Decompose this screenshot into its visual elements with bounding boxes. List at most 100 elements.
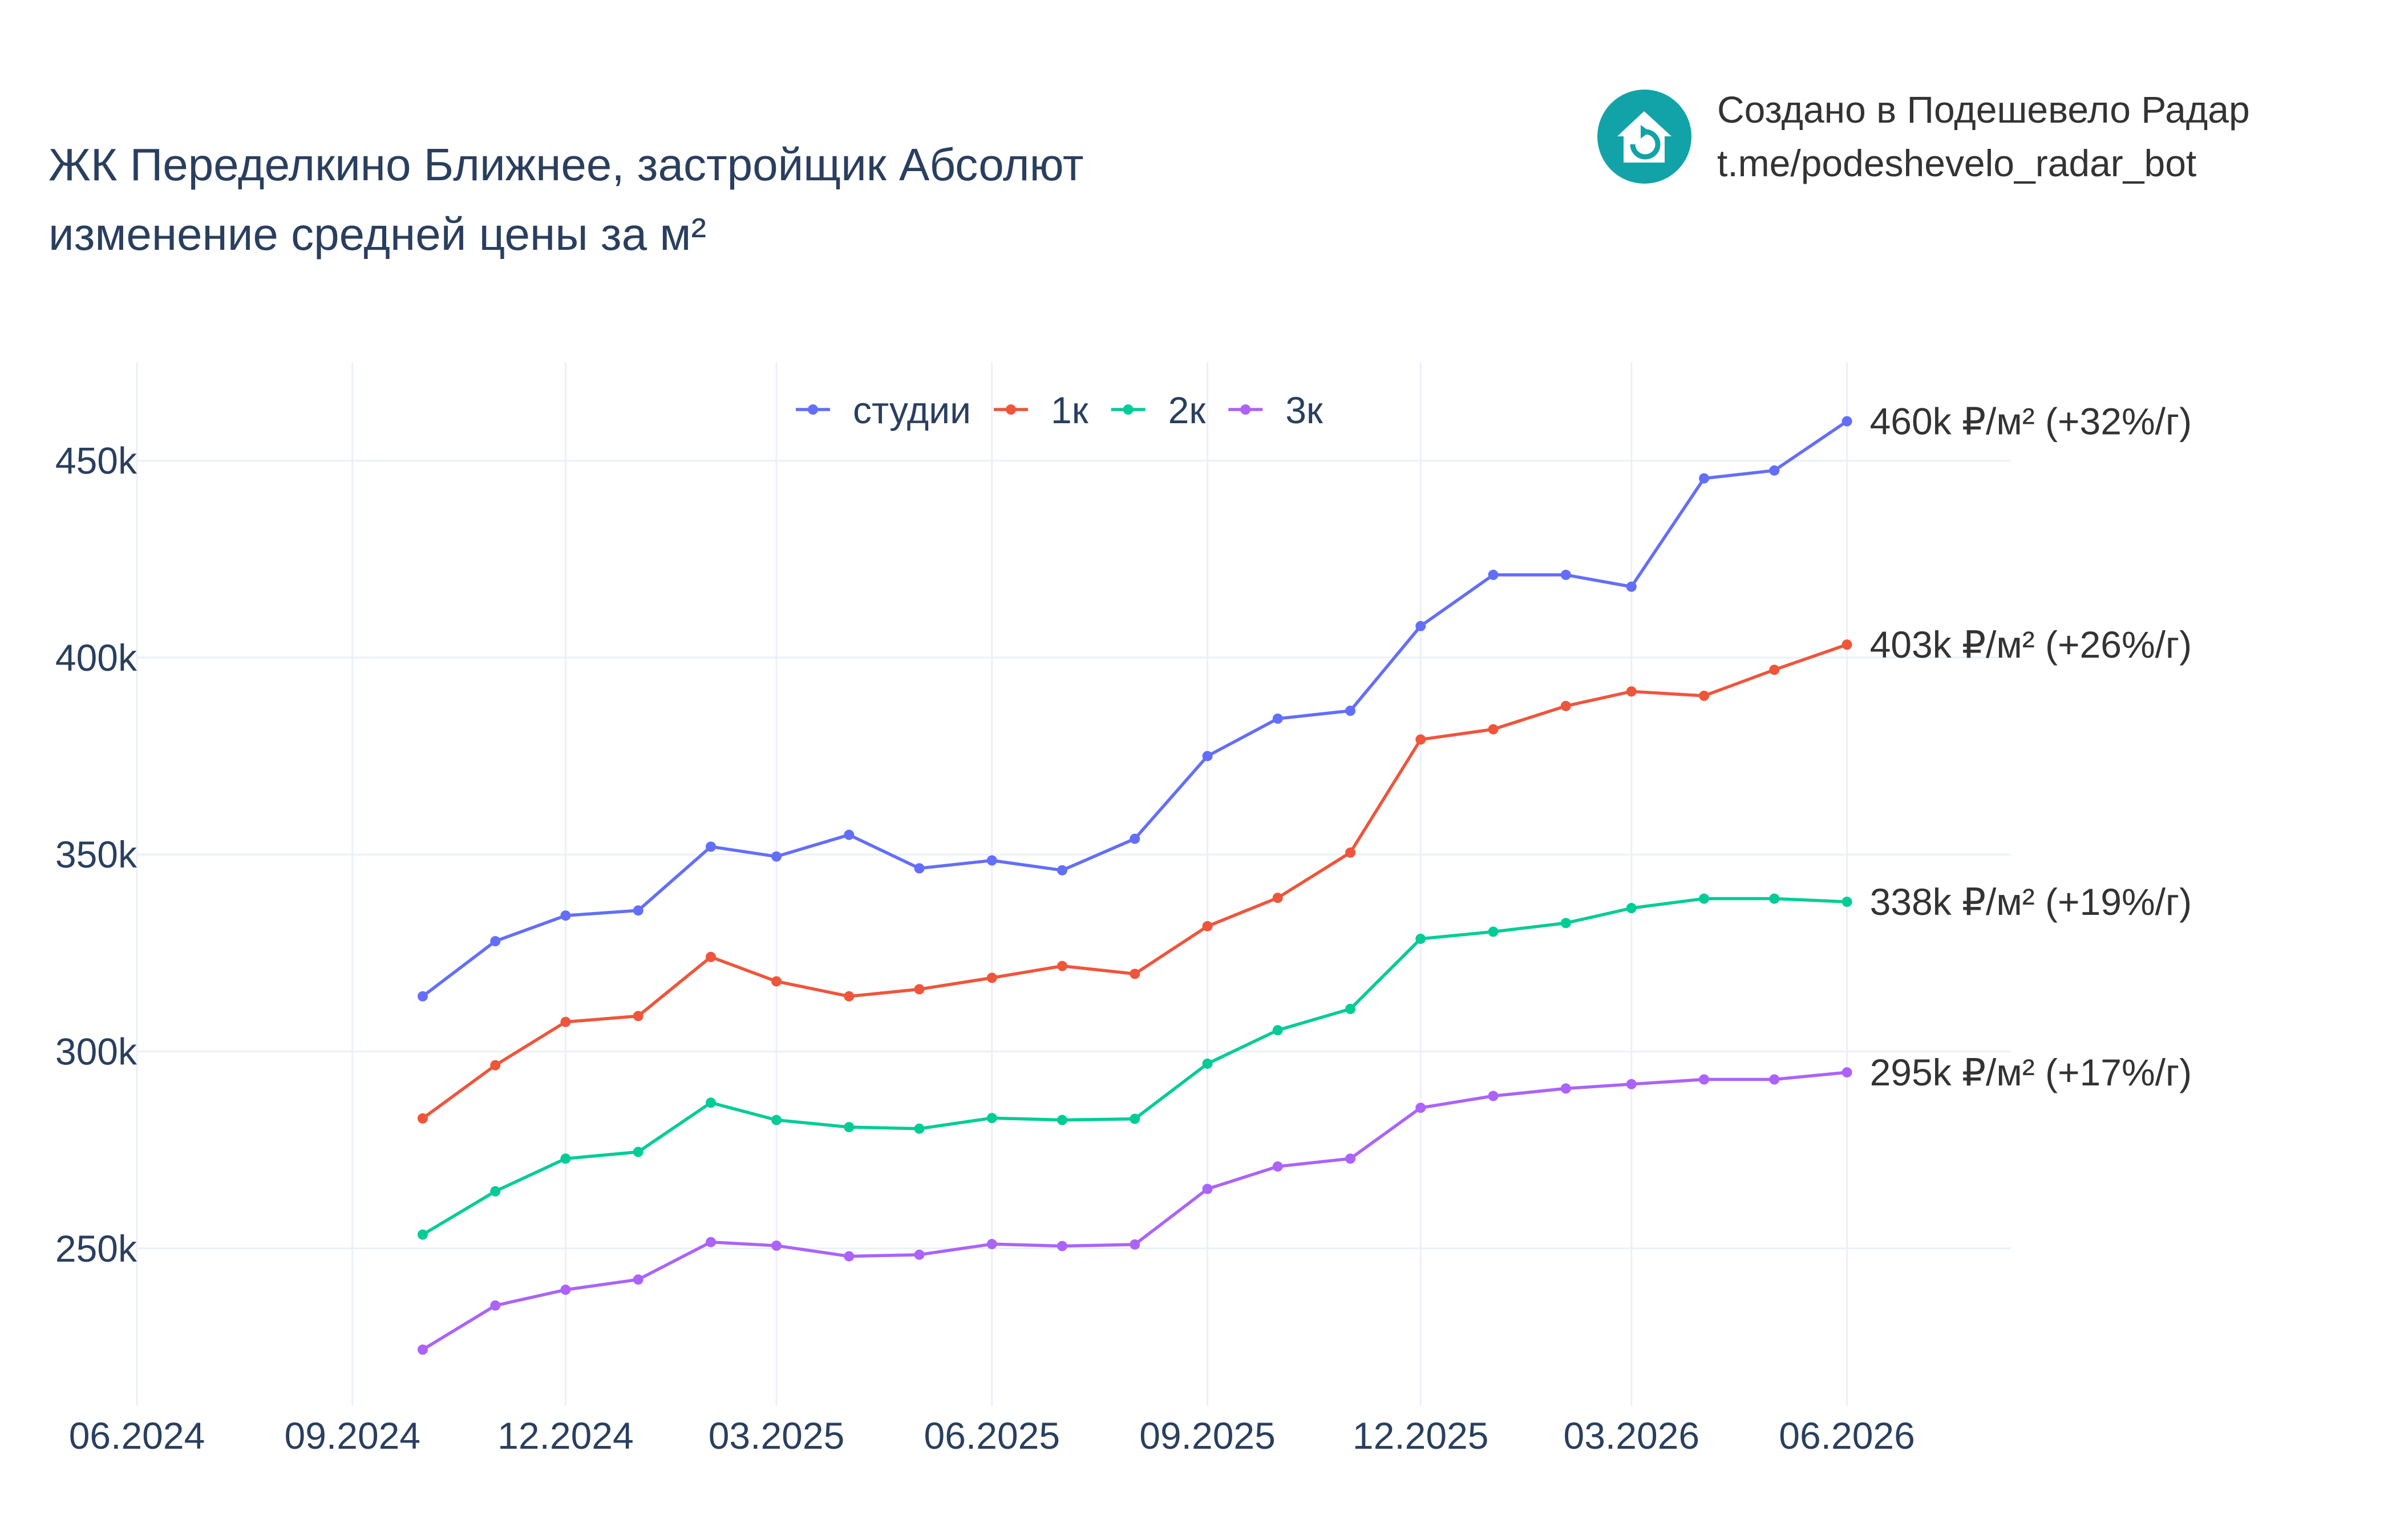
legend-label: студии [853, 389, 971, 431]
series-1к [417, 639, 1852, 1124]
data-point [1488, 1091, 1499, 1101]
credit-line1: Создано в Подешевело Радар [1717, 88, 2250, 131]
data-point [417, 1344, 428, 1355]
data-point [914, 1249, 925, 1260]
data-point [1415, 1103, 1426, 1113]
data-point [1769, 893, 1780, 904]
data-point [1699, 1074, 1710, 1085]
data-point [490, 1300, 501, 1311]
data-point [1057, 865, 1067, 876]
legend-marker [1123, 404, 1134, 415]
data-point [706, 1097, 717, 1108]
credit-line2: t.me/podeshevelo_radar_bot [1717, 142, 2197, 184]
house-with-arrow-icon [1597, 89, 1691, 184]
data-point [1057, 1241, 1067, 1251]
data-point [1415, 933, 1426, 944]
data-point [1488, 569, 1499, 580]
grid-lines [136, 362, 2011, 1406]
data-point [417, 991, 428, 1002]
data-point [1202, 751, 1213, 761]
data-point [1130, 1239, 1140, 1250]
data-point [844, 1122, 855, 1133]
data-point [1415, 734, 1426, 745]
data-point [1488, 724, 1499, 735]
x-tick-label: 06.2025 [924, 1415, 1060, 1457]
x-tick-label: 06.2024 [69, 1415, 205, 1457]
data-point [633, 1274, 643, 1285]
data-point [914, 863, 925, 874]
data-point [1057, 1115, 1067, 1125]
data-point [1272, 1161, 1283, 1172]
data-point [1699, 473, 1710, 484]
data-point [706, 951, 717, 962]
data-point [417, 1113, 428, 1124]
x-tick-label: 06.2026 [1779, 1415, 1915, 1457]
x-tick-label: 12.2025 [1353, 1415, 1489, 1457]
data-point [1560, 700, 1571, 711]
y-tick-label: 300k [55, 1030, 137, 1072]
data-point [844, 991, 855, 1002]
data-point [706, 1237, 717, 1247]
legend-item: 1к [994, 389, 1089, 431]
data-point [986, 855, 997, 866]
data-point [1345, 847, 1356, 858]
data-point [1626, 686, 1637, 697]
data-point [1560, 918, 1571, 929]
data-point [1841, 897, 1852, 907]
data-point [1626, 1079, 1637, 1089]
data-point [1272, 713, 1283, 724]
y-tick-label: 400k [55, 637, 137, 679]
y-tick-label: 250k [55, 1227, 137, 1270]
data-point [633, 905, 643, 916]
data-point [986, 1113, 997, 1124]
legend-label: 2к [1168, 389, 1207, 431]
data-point [1202, 921, 1213, 931]
x-tick-label: 03.2025 [709, 1415, 845, 1457]
data-point [1841, 1067, 1852, 1078]
legend-item: 3к [1228, 389, 1324, 431]
data-point [986, 972, 997, 983]
data-point [914, 1123, 925, 1134]
data-point [1626, 903, 1637, 914]
data-point [771, 851, 782, 862]
credit-block: Создано в Подешевело Радар t.me/podeshev… [1597, 83, 2250, 190]
x-tick-label: 09.2025 [1139, 1415, 1276, 1457]
series-end-label: 295k ₽/м² (+17%/г) [1870, 1051, 2192, 1093]
data-point [1272, 893, 1283, 903]
data-point [1202, 1184, 1213, 1194]
data-point [706, 841, 717, 852]
data-point [844, 829, 855, 840]
data-point [633, 1011, 643, 1022]
series-3к [417, 1067, 1852, 1355]
data-point [1345, 1003, 1356, 1014]
data-point [1130, 833, 1140, 844]
data-point [914, 984, 925, 995]
data-point [771, 976, 782, 987]
series-end-label: 460k ₽/м² (+32%/г) [1870, 400, 2192, 443]
series-end-label: 403k ₽/м² (+26%/г) [1870, 623, 2192, 666]
legend: студии 1к 2к 3к [796, 389, 1324, 431]
chart-title-line2: изменение средней цены за м² [48, 209, 706, 260]
data-point [1345, 706, 1356, 716]
data-point [490, 1060, 501, 1071]
x-tick-label: 09.2024 [284, 1415, 420, 1457]
data-point [560, 1284, 571, 1295]
legend-marker [1006, 404, 1017, 415]
data-point [1560, 1083, 1571, 1094]
series-студии [417, 416, 1852, 1002]
data-point [560, 1016, 571, 1027]
data-point [1560, 569, 1571, 580]
data-point [1769, 664, 1780, 675]
chart-title: ЖК Переделкино Ближнее, застройщик Абсол… [48, 130, 1084, 269]
y-tick-label: 350k [55, 833, 137, 876]
legend-label: 3к [1285, 389, 1324, 431]
data-point [986, 1239, 997, 1250]
series-line [422, 643, 1848, 1120]
legend-marker [1240, 404, 1251, 415]
house-icon-graphic [1617, 111, 1671, 163]
data-point [490, 936, 501, 947]
data-point [1699, 690, 1710, 701]
series-line [422, 897, 1847, 1236]
data-point [490, 1186, 501, 1197]
chart-title-line1: ЖК Переделкино Ближнее, застройщик Абсол… [48, 139, 1084, 190]
